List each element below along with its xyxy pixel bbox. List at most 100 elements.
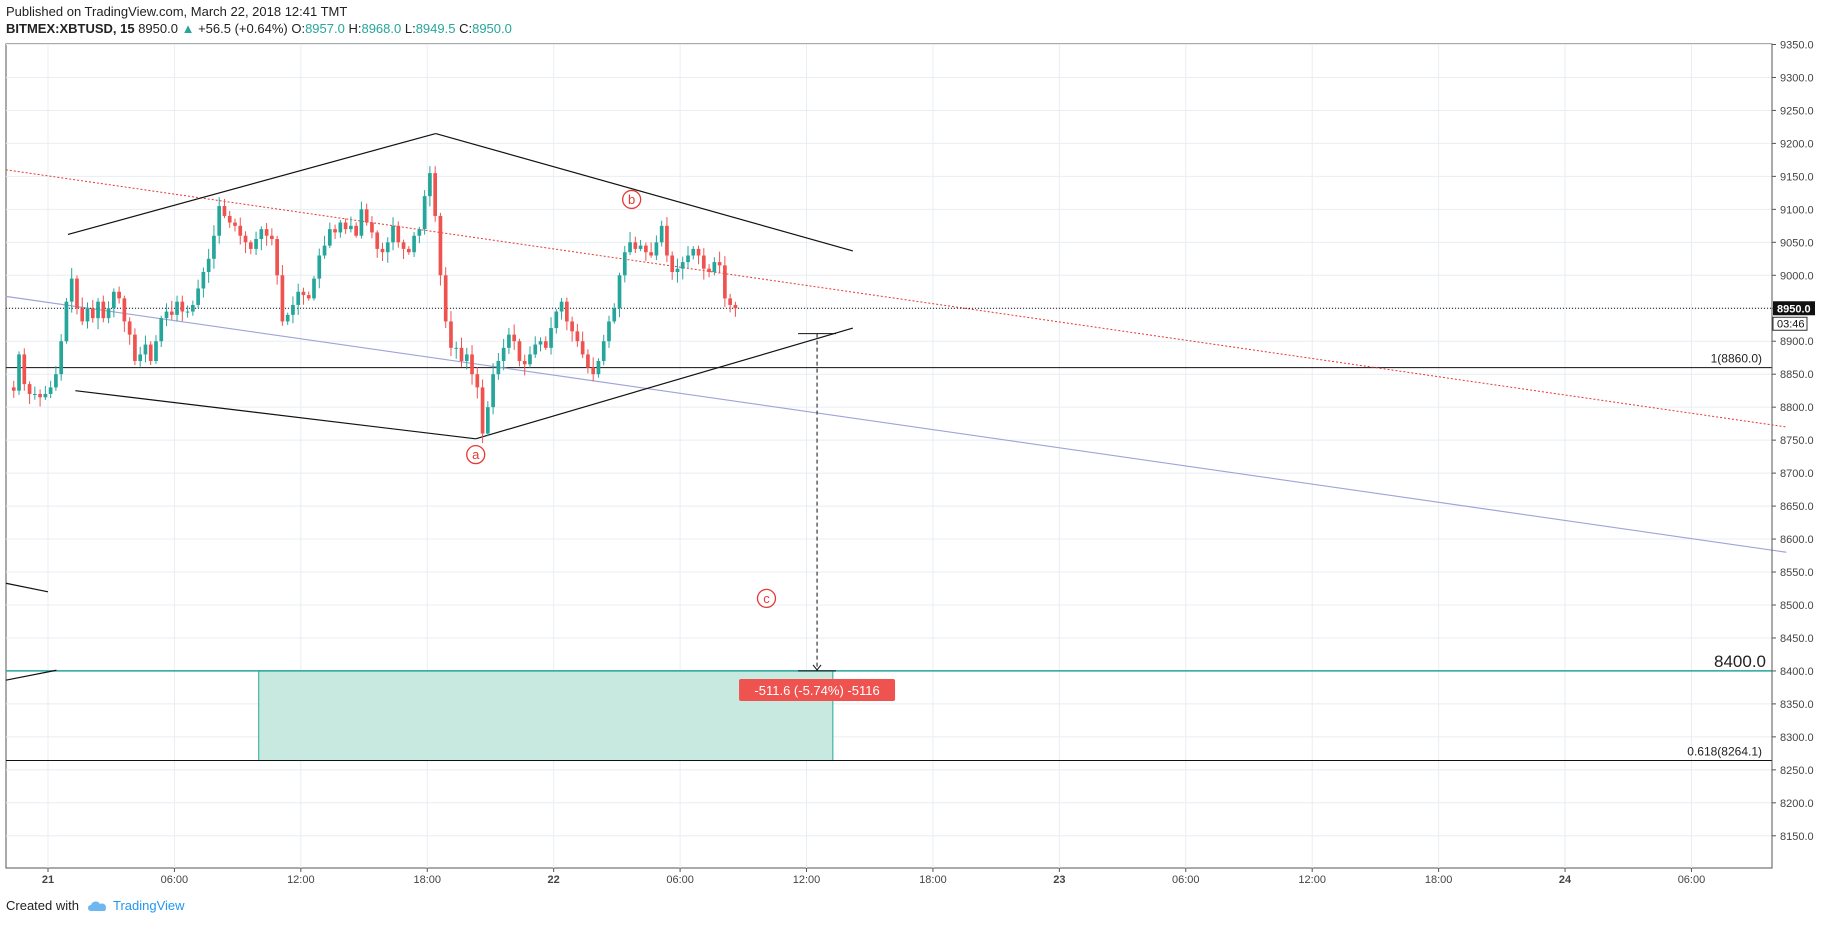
candle-body [428, 173, 432, 197]
candle-body [370, 222, 374, 233]
candle-body [96, 301, 100, 319]
countdown-label: 03:46 [1777, 318, 1805, 330]
candle-body [196, 288, 200, 305]
y-tick-label: 8300.0 [1780, 732, 1814, 744]
price-change: +56.5 (+0.64%) [198, 21, 288, 36]
triangle-lower-left [75, 390, 476, 440]
candle-body [701, 255, 706, 269]
candle-body [291, 304, 295, 315]
candle-body [201, 271, 206, 289]
candle-body [11, 387, 16, 391]
candle-body [480, 387, 485, 434]
candle-body [375, 232, 380, 249]
x-tick-label: 24 [1559, 874, 1572, 886]
y-tick-label: 8800.0 [1780, 402, 1814, 414]
candle-body [422, 196, 427, 230]
candle-body [512, 334, 517, 342]
candle-body [517, 341, 522, 362]
x-tick-label: 22 [548, 874, 560, 886]
last-price-tag-label: 8950.0 [1777, 303, 1811, 315]
y-tick-label: 9350.0 [1780, 40, 1814, 52]
x-tick-label: 12:00 [287, 874, 315, 886]
candle-body [349, 225, 353, 230]
drawing-lines [5, 132, 1787, 762]
y-tick-label: 8750.0 [1780, 435, 1814, 447]
candle-body [354, 225, 358, 236]
tradingview-brand: TradingView [112, 898, 185, 913]
candle-body [301, 291, 306, 296]
candle-body [401, 242, 406, 249]
candle-body [707, 268, 711, 272]
candle-body [649, 252, 653, 256]
candle-body [75, 278, 79, 309]
candle-body [322, 245, 327, 256]
fib-level-label: 1(8860.0) [1711, 352, 1762, 366]
open-label: O: [291, 21, 306, 36]
candle-body [117, 291, 121, 299]
candle-body [48, 387, 53, 394]
candle-body [680, 262, 685, 269]
y-tick-label: 8850.0 [1780, 369, 1814, 381]
candle-body [175, 301, 179, 315]
candle-body [275, 239, 279, 276]
candle-body [570, 321, 574, 332]
candle-body [359, 209, 364, 236]
y-tick-label: 8250.0 [1780, 765, 1814, 777]
y-tick-label: 8600.0 [1780, 534, 1814, 546]
candle-body [364, 209, 369, 223]
candle-body [654, 242, 659, 256]
x-tick-label: 18:00 [1425, 874, 1453, 886]
candle-body [607, 321, 611, 342]
candle-body [675, 268, 680, 272]
candle-body [485, 407, 490, 434]
x-tick-label: 06:00 [1172, 874, 1200, 886]
offscreen-segment [5, 669, 57, 681]
candle-body [343, 222, 348, 230]
symbol-quote-line: BITMEX:XBTUSD, 15 8950.0 ▲ +56.5 (+0.64%… [6, 21, 512, 36]
candle-body [333, 229, 337, 233]
candle-body [206, 258, 211, 272]
candle-body [443, 275, 448, 322]
candles[interactable] [11, 166, 738, 444]
candle-body [723, 265, 727, 299]
candle-body [54, 374, 58, 388]
candle-body [32, 393, 37, 395]
measure-label-box [739, 679, 896, 702]
x-tick-label: 12:00 [793, 874, 821, 886]
high-label: H: [348, 21, 362, 36]
candle-body [417, 229, 422, 236]
candle-body [554, 311, 559, 329]
candle-body [148, 344, 153, 362]
y-tick-label: 8400.0 [1780, 666, 1814, 678]
candle-body [528, 354, 532, 365]
target-zone [6, 670, 1772, 762]
candle-body [122, 298, 127, 322]
x-tick-label: 06:00 [666, 874, 694, 886]
candle-body [80, 308, 85, 322]
x-tick-label: 06:00 [1678, 874, 1706, 886]
candle-body [507, 334, 511, 348]
measure-arrow-icon [812, 664, 822, 671]
y-tick-label: 9100.0 [1780, 204, 1814, 216]
x-tick-label: 21 [42, 874, 54, 886]
candle-body [17, 354, 21, 391]
y-tick-label: 8650.0 [1780, 501, 1814, 513]
y-tick-label: 9300.0 [1780, 72, 1814, 84]
tradingview-cloud-icon [87, 900, 107, 911]
candle-body [712, 262, 717, 272]
candle-body [459, 347, 464, 362]
candle-body [164, 311, 169, 319]
candle-body [264, 229, 269, 236]
candle-body [622, 252, 627, 276]
candle-body [169, 311, 174, 315]
countdown-tag [1772, 316, 1808, 331]
offscreen-segment [5, 582, 49, 593]
high-value: 8968.0 [361, 21, 402, 36]
y-tick-label: 8500.0 [1780, 600, 1814, 612]
tradingview-logo[interactable]: TradingView [87, 898, 185, 913]
y-tick-label: 8150.0 [1780, 831, 1814, 843]
candle-body [691, 248, 696, 256]
symbol-label[interactable]: BITMEX:XBTUSD, 15 [6, 21, 135, 36]
last-price-tag [1773, 301, 1815, 316]
